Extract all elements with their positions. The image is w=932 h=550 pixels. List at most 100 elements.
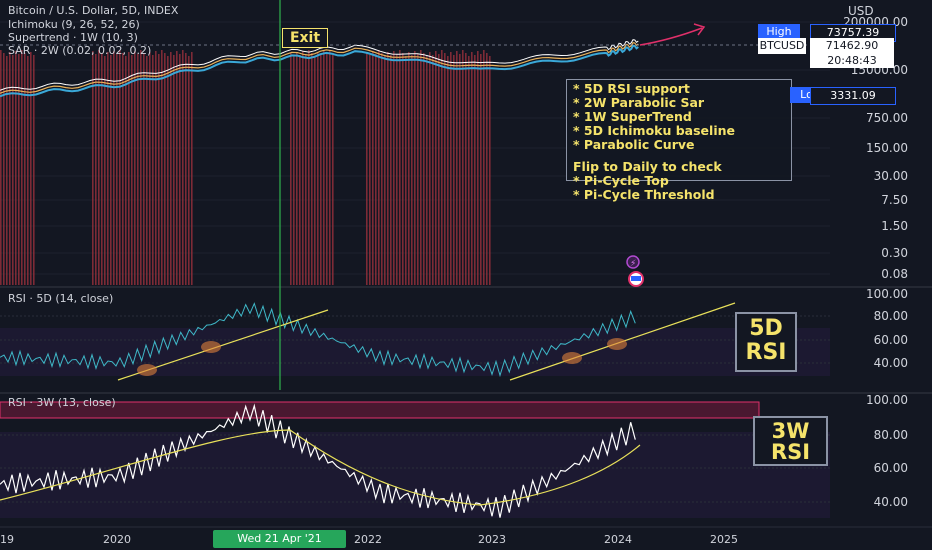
regime-bar	[33, 55, 35, 285]
volume-bars	[0, 50, 491, 285]
note-line: * Pi-Cycle Top	[573, 173, 669, 188]
note-line: * 5D Ichimoku baseline	[573, 123, 735, 138]
low-value: 3331.09	[810, 87, 896, 105]
regime-bar	[146, 56, 148, 285]
rsi3w-line	[0, 403, 636, 518]
regime-bar	[474, 55, 476, 285]
price-series-line	[0, 39, 639, 91]
price-tick: 0.30	[881, 246, 908, 260]
rsi3w-tag: 3W RSI	[753, 416, 828, 466]
regime-bar	[308, 50, 310, 285]
regime-bar	[137, 54, 139, 285]
note-line: * 5D RSI support	[573, 81, 690, 96]
price-tick: 30.00	[873, 169, 908, 183]
price-tick: 0.08	[881, 267, 908, 281]
rsi3w-lines	[0, 403, 641, 518]
regime-bar	[92, 51, 94, 285]
regime-bar	[182, 50, 184, 285]
regime-bar	[179, 54, 181, 285]
regime-bar	[441, 50, 443, 285]
price-lines	[0, 39, 639, 98]
regime-bar	[164, 53, 166, 285]
regime-bar	[447, 56, 449, 285]
regime-bar	[299, 55, 301, 285]
crosshair-date: Wed 21 Apr '21	[213, 530, 346, 548]
regime-bar	[332, 53, 334, 285]
regime-bar	[483, 50, 485, 285]
rsi5d-band	[0, 328, 830, 376]
price-tick: 1.50	[881, 219, 908, 233]
rsi3w-average-line	[0, 429, 641, 506]
regime-bar	[27, 56, 29, 285]
regime-bar	[24, 53, 26, 285]
currency-label[interactable]: USD	[848, 4, 874, 18]
regime-bar	[393, 51, 395, 285]
regime-bar	[30, 52, 32, 285]
legend-sar[interactable]: SAR · 2W (0.02, 0.02, 0.2)	[8, 44, 152, 57]
lightning-glyph: ⚡	[630, 259, 636, 269]
regime-bar	[116, 54, 118, 285]
supertrend-line	[0, 44, 639, 98]
legend-symbol[interactable]: Bitcoin / U.S. Dollar, 5D, INDEX	[8, 4, 179, 17]
regime-bar	[98, 50, 100, 285]
regime-bar	[426, 56, 428, 285]
regime-bar	[290, 53, 292, 285]
regime-bar	[134, 51, 136, 285]
regime-bar	[170, 52, 172, 285]
regime-bar	[435, 51, 437, 285]
rsi5d-tick: 40.00	[873, 356, 908, 370]
regime-bar	[477, 51, 479, 285]
note-line: * Parabolic Curve	[573, 137, 695, 152]
rsi3w-tick: 80.00	[873, 428, 908, 442]
rsi5d-tag-line1: 5D	[749, 316, 783, 341]
regime-bar	[122, 53, 124, 285]
regime-bar	[104, 56, 106, 285]
regime-bar	[462, 50, 464, 285]
regime-bar	[323, 51, 325, 285]
legend-supertrend[interactable]: Supertrend · 1W (10, 3)	[8, 31, 138, 44]
regime-bar	[119, 50, 121, 285]
regime-bar	[417, 54, 419, 285]
regime-bar	[480, 54, 482, 285]
rsi5d-tick: 80.00	[873, 309, 908, 323]
high-label: High	[758, 24, 800, 40]
rsi5d-title[interactable]: RSI · 5D (14, close)	[8, 292, 114, 305]
regime-bar	[101, 53, 103, 285]
rsi5d-touch-marker	[562, 352, 582, 364]
regime-bar	[423, 53, 425, 285]
regime-bar	[143, 53, 145, 285]
rsi3w-tick: 60.00	[873, 461, 908, 475]
regime-bar	[402, 53, 404, 285]
regime-bar	[387, 52, 389, 285]
exit-label: Exit	[282, 28, 328, 48]
regime-bar	[152, 55, 154, 285]
regime-bar	[411, 55, 413, 285]
regime-bar	[459, 54, 461, 285]
regime-bar	[21, 50, 23, 285]
regime-bar	[444, 53, 446, 285]
regime-bar	[149, 52, 151, 285]
legend-ichimoku[interactable]: Ichimoku (9, 26, 52, 26)	[8, 18, 140, 31]
regime-bar	[113, 51, 115, 285]
regime-bar	[366, 52, 368, 285]
ichimoku-baseline	[0, 42, 639, 94]
regime-bar	[158, 54, 160, 285]
lightning-icon[interactable]	[626, 255, 640, 269]
regime-bar	[329, 50, 331, 285]
btcusd-price: 71462.90	[825, 39, 879, 52]
rsi5d-touch-marker	[607, 338, 627, 350]
regime-bar	[188, 56, 190, 285]
regime-bar	[305, 54, 307, 285]
rsi3w-title[interactable]: RSI · 3W (13, close)	[8, 396, 116, 409]
price-tick: 7.50	[881, 193, 908, 207]
regime-bar	[420, 50, 422, 285]
regime-bar	[471, 52, 473, 285]
btcusd-value: 71462.90 20:48:43	[810, 38, 894, 68]
regime-bar	[9, 52, 11, 285]
btcusd-label: BTCUSD	[758, 38, 806, 54]
regime-bar	[0, 50, 2, 285]
regime-bar	[173, 55, 175, 285]
rsi5d-tick: 60.00	[873, 333, 908, 347]
regime-bar	[125, 56, 127, 285]
